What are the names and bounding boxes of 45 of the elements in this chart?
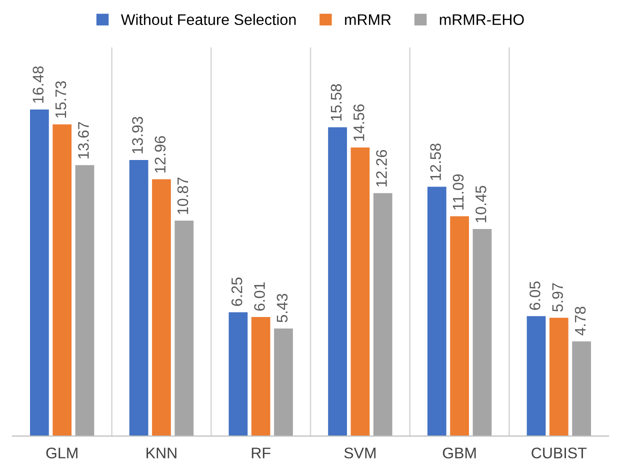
data-label: 14.56	[353, 104, 364, 141]
data-label: 15.73	[55, 81, 66, 118]
bar	[572, 341, 591, 436]
legend-label: Without Feature Selection	[120, 14, 296, 26]
data-label: 10.87	[177, 178, 188, 214]
x-tick-label: GBM	[442, 448, 476, 458]
bar	[251, 316, 270, 436]
bar	[75, 165, 94, 436]
data-label: 6.05	[530, 282, 540, 310]
bar	[228, 312, 248, 436]
data-label: 6.01	[254, 282, 265, 311]
bar	[129, 160, 148, 436]
data-label: 5.97	[552, 283, 563, 312]
data-label: 12.26	[376, 150, 387, 186]
bar	[427, 186, 446, 436]
data-label: 12.58	[430, 144, 441, 180]
bar	[526, 316, 546, 436]
bar	[549, 318, 568, 436]
bar	[274, 328, 293, 436]
data-label: 5.43	[276, 294, 288, 322]
data-label: 16.48	[32, 66, 44, 103]
x-tick-label: KNN	[146, 448, 176, 458]
x-tick-label: CUBIST	[532, 448, 587, 458]
bar	[174, 220, 194, 436]
bar	[30, 109, 49, 436]
data-label: 12.96	[154, 136, 166, 172]
bar	[450, 216, 469, 436]
bar	[152, 179, 171, 436]
data-label: 10.45	[475, 186, 486, 222]
bar	[472, 228, 492, 436]
data-label: 11.09	[452, 174, 464, 210]
data-label: 15.58	[330, 84, 342, 121]
bar	[328, 127, 347, 436]
x-tick-label: GLM	[46, 448, 78, 458]
data-label: 4.78	[574, 306, 586, 336]
bar	[373, 193, 392, 436]
data-label: 6.25	[231, 278, 242, 306]
x-tick-label: SVM	[344, 448, 376, 458]
x-tick-label: RF	[252, 448, 270, 458]
legend-label: mRMR	[345, 14, 391, 25]
bar	[52, 124, 72, 436]
bar	[350, 148, 370, 436]
data-label: 13.93	[132, 116, 143, 154]
data-label: 13.67	[78, 122, 89, 158]
legend-label: mRMR-EHO	[440, 14, 524, 26]
